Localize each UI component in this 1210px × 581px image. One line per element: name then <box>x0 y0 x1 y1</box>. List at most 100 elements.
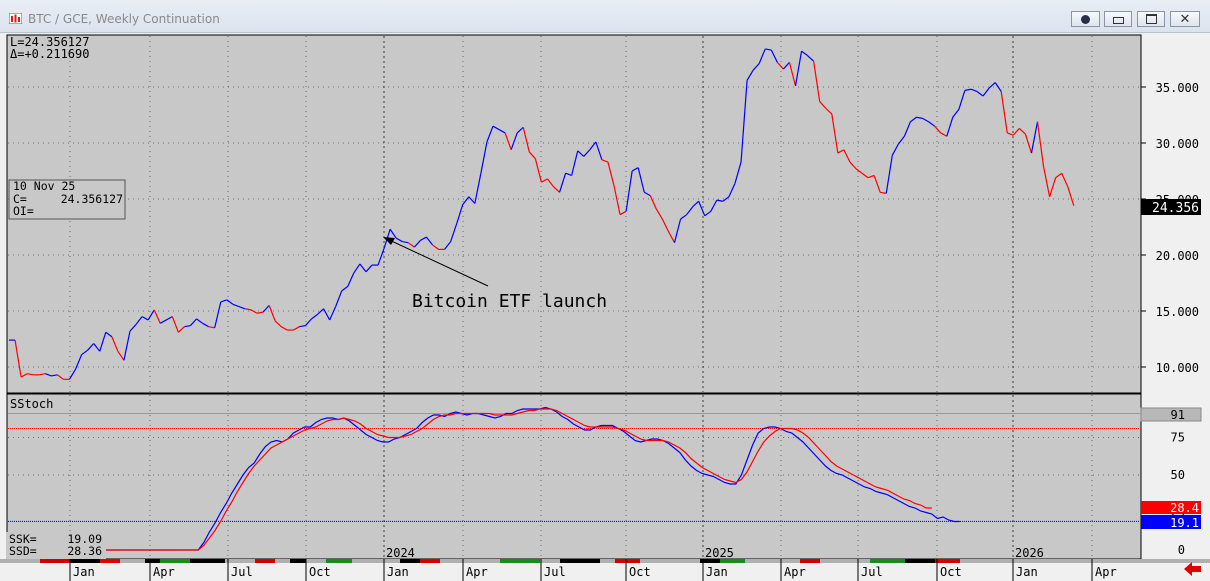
close-label: C= <box>13 192 27 206</box>
price-segment <box>420 236 427 241</box>
annotation-arrowhead <box>383 237 395 245</box>
time-axis[interactable]: Jan Apr Jul Oct Jan Apr Jul Oct Jan Apr Jul Oct Jan A… <box>0 546 1210 581</box>
price-segment <box>244 308 252 311</box>
time-axis-segment <box>720 559 745 563</box>
stoch-panel[interactable] <box>6 393 1142 560</box>
price-segment <box>982 87 990 97</box>
maximize-icon <box>1145 14 1157 24</box>
maximize-button[interactable] <box>1137 11 1165 27</box>
price-segment <box>643 191 651 197</box>
price-axis-label: 15.000 <box>1156 305 1199 319</box>
price-segment <box>492 125 500 131</box>
stoch-top-badge: 91 <box>1140 407 1202 422</box>
price-segment <box>734 161 742 184</box>
price-segment <box>891 143 899 156</box>
price-segment <box>1000 91 1008 134</box>
time-axis-segment <box>800 559 820 563</box>
time-axis-segment <box>70 559 100 563</box>
price-segment <box>553 186 560 193</box>
price-segment <box>516 126 524 134</box>
price-segment <box>922 117 929 123</box>
price-segment <box>601 159 609 163</box>
price-segment <box>389 228 397 239</box>
stoch-label: SStoch <box>10 397 53 411</box>
record-button[interactable] <box>1071 11 1100 27</box>
price-segment <box>347 272 355 287</box>
price-segment <box>813 61 821 102</box>
price-segment <box>649 195 657 210</box>
time-axis-segment <box>700 559 720 563</box>
price-segment <box>807 55 815 62</box>
price-segment <box>147 309 155 321</box>
price-segment <box>153 309 161 324</box>
price-panel[interactable] <box>6 34 1142 394</box>
ssk-badge: 19.1 <box>1141 515 1201 530</box>
price-segment <box>625 170 633 212</box>
price-segment <box>159 319 167 324</box>
price-segment <box>770 49 778 63</box>
price-segment <box>45 373 52 377</box>
price-segment <box>541 178 548 183</box>
scroll-left-button[interactable] <box>1184 562 1201 576</box>
close-icon: ✕ <box>1179 11 1191 27</box>
price-segment <box>794 51 803 86</box>
price-segment <box>425 236 433 246</box>
price-segment <box>873 175 881 193</box>
price-segment <box>819 101 827 109</box>
price-segment <box>571 150 579 176</box>
price-segment <box>655 208 663 220</box>
price-axis-label: 20.000 <box>1156 249 1199 263</box>
price-segment <box>546 178 554 188</box>
price-segment <box>680 214 687 220</box>
price-segment <box>686 206 694 216</box>
time-axis-segment <box>615 559 640 563</box>
price-segment <box>1055 172 1063 179</box>
year-label: 2026 <box>1015 546 1044 560</box>
price-segment <box>752 63 760 71</box>
price-segment <box>329 306 337 321</box>
price-segment <box>880 191 887 194</box>
price-segment <box>825 107 833 115</box>
time-axis-strip <box>0 559 1210 563</box>
time-axis-background <box>0 559 1210 581</box>
price-segment <box>607 161 615 186</box>
month-label: Jan <box>1016 565 1038 579</box>
stoch-axis-label: 75 <box>1171 431 1185 445</box>
price-segment <box>534 158 542 183</box>
price-segment <box>667 231 676 243</box>
price-segment <box>299 324 306 328</box>
price-segment <box>1049 177 1057 197</box>
price-segment <box>111 336 119 352</box>
month-label: Jul <box>544 565 566 579</box>
price-segment <box>565 172 572 177</box>
price-segment <box>940 132 948 137</box>
price-segment <box>716 199 724 202</box>
price-segment <box>166 316 173 321</box>
price-segment <box>692 200 700 208</box>
price-segment <box>432 244 439 250</box>
price-segment <box>867 174 875 179</box>
price-axis-label: 35.000 <box>1156 81 1199 95</box>
price-segment <box>958 90 966 110</box>
month-label: Apr <box>784 565 806 579</box>
price-segment <box>123 331 131 361</box>
price-segment <box>704 210 712 217</box>
price-segment <box>14 340 22 378</box>
price-segment <box>317 308 325 315</box>
close-button[interactable]: ✕ <box>1170 11 1200 27</box>
price-segment <box>450 223 458 242</box>
price-segment <box>831 113 839 154</box>
price-segment <box>474 173 482 204</box>
price-segment <box>776 61 784 70</box>
price-segment <box>184 324 191 328</box>
price-segment <box>661 218 669 232</box>
time-axis-segment <box>255 559 275 563</box>
minimize-button[interactable] <box>1104 11 1132 27</box>
month-label: Apr <box>466 565 488 579</box>
price-segment <box>220 299 228 303</box>
price-segment <box>782 61 790 70</box>
price-segment <box>946 117 954 137</box>
chart-area[interactable]: L=24.356127 Δ=+0.211690 10 Nov 25 C= 24.… <box>0 33 1210 581</box>
price-segment <box>232 303 240 308</box>
price-segment <box>788 62 797 87</box>
